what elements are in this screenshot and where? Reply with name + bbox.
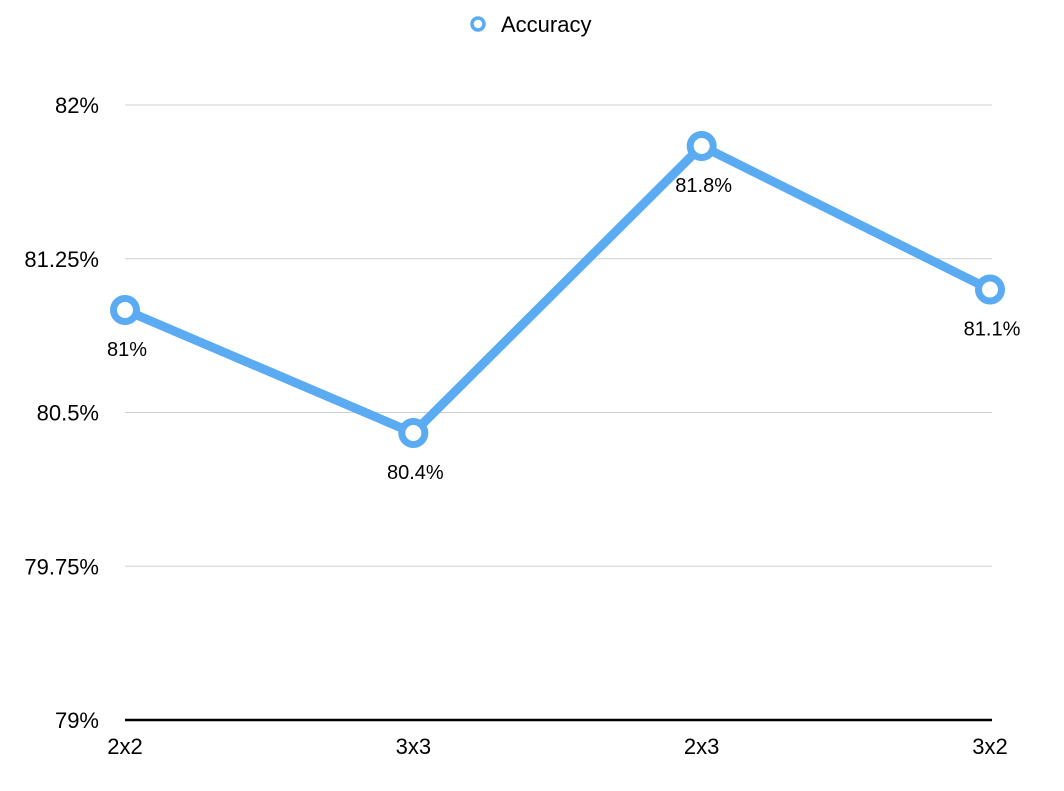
series-line-accuracy — [120, 141, 995, 438]
data-label: 81.8% — [675, 175, 732, 197]
series-layer — [110, 131, 1005, 448]
y-tick-label: 79% — [55, 708, 99, 733]
data-label: 81% — [107, 339, 147, 361]
data-label: 80.4% — [387, 462, 444, 484]
data-point-marker — [975, 274, 1005, 305]
legend: Accuracy — [470, 12, 591, 37]
x-tick-label: 3x3 — [396, 734, 431, 759]
data-labels: 81% 80.4% 81.8% 81.1% — [107, 175, 1021, 484]
axes: 79% 79.75% 80.5% 81.25% 82% 2x2 3x3 2x3 3x2 — [24, 93, 1007, 759]
data-point-marker — [686, 131, 717, 161]
data-point-marker — [398, 418, 429, 448]
data-label: 81.1% — [964, 319, 1021, 341]
data-point-marker — [110, 295, 140, 325]
x-tick-label: 3x2 — [972, 734, 1007, 759]
y-tick-label: 82% — [55, 93, 99, 118]
y-tick-label: 80.5% — [37, 401, 99, 426]
y-tick-label: 79.75% — [24, 554, 99, 579]
y-tick-label: 81.25% — [24, 247, 99, 272]
x-tick-label: 2x3 — [684, 734, 719, 759]
x-tick-label: 2x2 — [107, 734, 142, 759]
gridlines — [125, 104, 992, 567]
legend-marker-icon — [470, 16, 486, 32]
legend-label: Accuracy — [501, 12, 591, 37]
